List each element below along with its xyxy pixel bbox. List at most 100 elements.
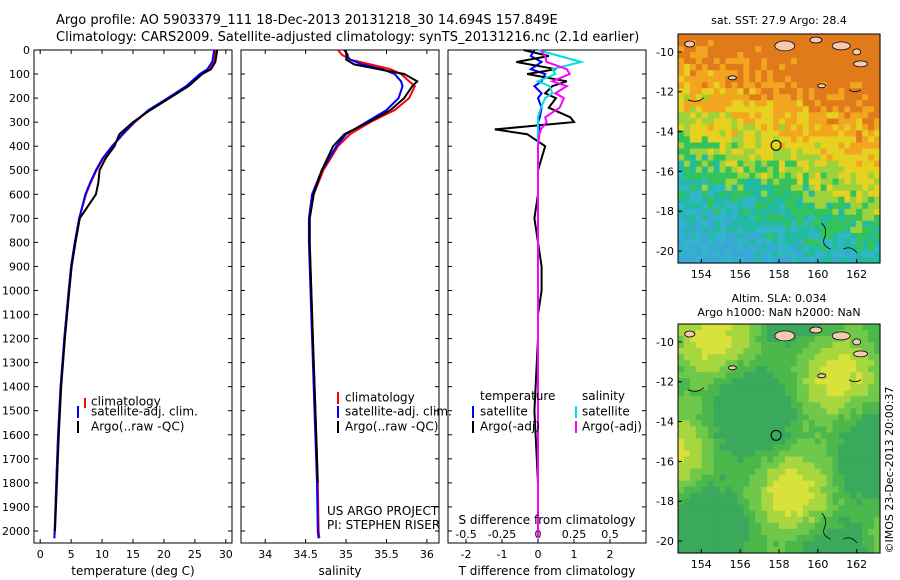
heatmap-cell — [695, 196, 703, 204]
heatmap-cell — [725, 136, 732, 143]
heatmap-cell — [725, 112, 732, 119]
heatmap-cell — [749, 540, 756, 548]
heatmap-cell — [856, 244, 863, 252]
heatmap-cell — [820, 414, 828, 421]
heatmap-cell — [725, 522, 732, 530]
heatmap-cell — [707, 420, 715, 427]
heatmap-cell — [683, 462, 691, 470]
heatmap-cell — [850, 396, 857, 403]
heatmap-cell — [719, 76, 727, 83]
salinity-profiles — [307, 49, 419, 539]
y-tick-label: 500 — [9, 164, 30, 177]
heatmap-cell — [796, 100, 804, 107]
heatmap-cell — [862, 396, 869, 403]
heatmap-cell — [707, 450, 715, 458]
heatmap-cell — [838, 486, 845, 494]
heatmap-cell — [713, 148, 721, 156]
heatmap-cell — [749, 130, 756, 137]
heatmap-cell — [814, 540, 822, 548]
heatmap-cell — [767, 76, 774, 83]
heatmap-cell — [826, 166, 833, 174]
heatmap-cell — [719, 184, 727, 192]
heatmap-cell — [683, 486, 691, 494]
heatmap-cell — [802, 100, 810, 107]
heatmap-cell — [755, 160, 762, 168]
heatmap-cell — [844, 88, 851, 95]
heatmap-cell — [689, 444, 697, 452]
heatmap-cell — [779, 148, 786, 156]
heatmap-cell — [767, 142, 774, 150]
heatmap-cell — [719, 124, 727, 131]
heatmap-cell — [695, 214, 703, 222]
heatmap-cell — [701, 118, 709, 125]
heatmap-cell — [820, 408, 828, 415]
heatmap-cell — [749, 220, 756, 228]
heatmap-cell — [678, 82, 685, 89]
heatmap-cell — [761, 190, 768, 198]
heatmap-cell — [719, 52, 727, 59]
heatmap-cell — [844, 184, 851, 192]
heatmap-cell — [814, 250, 822, 258]
heatmap-cell — [868, 190, 875, 198]
heatmap-cell — [844, 540, 851, 548]
heatmap-cell — [713, 396, 721, 403]
heatmap-cell — [755, 250, 762, 258]
heatmap-cell — [850, 348, 857, 355]
heatmap-cell — [713, 214, 721, 222]
heatmap-cell — [683, 468, 691, 476]
heatmap-cell — [814, 378, 822, 385]
heatmap-cell — [790, 330, 798, 337]
heatmap-cell — [719, 257, 727, 264]
heatmap-cell — [689, 172, 697, 180]
heatmap-cell — [790, 190, 798, 198]
heatmap-cell — [701, 444, 709, 452]
heatmap-cell — [707, 396, 715, 403]
heatmap-cell — [731, 220, 738, 228]
heatmap-cell — [856, 547, 863, 554]
heatmap-cell — [868, 166, 875, 174]
heatmap-cell — [731, 52, 738, 59]
heatmap-cell — [796, 540, 804, 548]
heatmap-cell — [683, 46, 691, 53]
heatmap-cell — [689, 420, 697, 427]
heatmap-cell — [731, 58, 738, 65]
heatmap-cell — [737, 136, 744, 143]
heatmap-cell — [725, 450, 732, 458]
heatmap-cell — [725, 330, 732, 337]
heatmap-cell — [749, 148, 756, 156]
heatmap-cell — [689, 112, 697, 119]
heatmap-cell — [683, 547, 691, 554]
heatmap-cell — [802, 58, 810, 65]
heatmap-cell — [707, 324, 715, 331]
heatmap-cell — [737, 208, 744, 216]
heatmap-cell — [725, 360, 732, 367]
heatmap-cell — [743, 64, 750, 71]
heatmap-cell — [796, 504, 804, 512]
heatmap-cell — [713, 124, 721, 131]
heatmap-cell — [701, 342, 709, 349]
heatmap-cell — [683, 208, 691, 216]
heatmap-cell — [719, 492, 727, 500]
heatmap-cell — [874, 190, 881, 198]
heatmap-cell — [832, 214, 839, 222]
heatmap-cell — [719, 250, 727, 258]
x-tick-label: 1 — [571, 548, 578, 561]
heatmap-cell — [689, 504, 697, 512]
heatmap-cell — [868, 232, 875, 240]
heatmap-cell — [808, 40, 816, 47]
heatmap-cell — [874, 184, 881, 192]
heatmap-cell — [725, 390, 732, 397]
heatmap-cell — [802, 396, 810, 403]
salinity-depth-ticks — [241, 49, 439, 532]
heatmap-cell — [713, 190, 721, 198]
heatmap-cell — [713, 330, 721, 337]
heatmap-cell — [761, 130, 768, 137]
heatmap-cell — [868, 468, 875, 476]
heatmap-cell — [796, 250, 804, 258]
heatmap-cell — [773, 172, 780, 180]
heatmap-cell — [731, 40, 738, 47]
heatmap-cell — [826, 196, 833, 204]
heatmap-cell — [701, 106, 709, 113]
heatmap-cell — [814, 64, 822, 71]
heatmap-cell — [713, 408, 721, 415]
